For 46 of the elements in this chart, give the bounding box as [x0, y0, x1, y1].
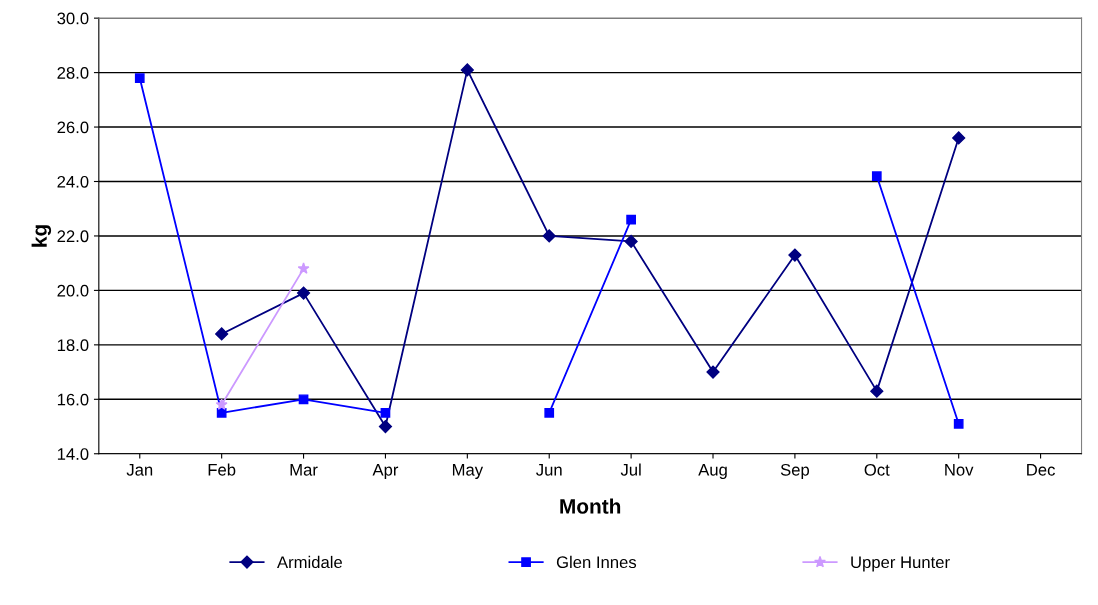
- point: [953, 418, 964, 429]
- x-tick-label: Sep: [780, 463, 810, 480]
- point: [542, 229, 556, 243]
- x-tick-label: Nov: [945, 464, 974, 476]
- y-tick-label: 16.0: [57, 393, 89, 406]
- x-tick-label: Jul: [620, 463, 641, 476]
- x-tick-label: Dec: [1027, 464, 1055, 476]
- x-tick-label: Aug: [698, 464, 727, 480]
- y-tick-label: 30.0: [57, 12, 89, 25]
- point: [706, 365, 720, 379]
- point: [380, 408, 391, 418]
- y-tick-label: 24.0: [57, 175, 89, 188]
- y-axis-title: kg: [31, 225, 52, 247]
- point: [952, 131, 966, 145]
- point: [788, 248, 802, 262]
- x-tick-label: Oct: [864, 463, 890, 476]
- point: [624, 234, 638, 248]
- legend-label: Armidale: [277, 555, 342, 569]
- legend-label: Glen Innes: [556, 555, 637, 569]
- point: [544, 408, 555, 418]
- y-tick-label: 14.0: [57, 448, 89, 460]
- point: [378, 419, 393, 434]
- point: [215, 398, 228, 410]
- point: [215, 327, 229, 341]
- y-tick-label: 22.0: [57, 230, 89, 243]
- point: [460, 63, 474, 77]
- point: [216, 408, 227, 418]
- point: [871, 171, 882, 181]
- x-tick-label: Jan: [126, 464, 153, 476]
- x-axis-title: Month: [560, 498, 621, 514]
- x-tick-label: Mar: [290, 464, 318, 476]
- y-tick-label: 18.0: [57, 339, 89, 352]
- y-tick-label: 28.0: [57, 67, 89, 79]
- x-tick-label: Feb: [208, 463, 236, 476]
- y-tick-label: 26.0: [57, 121, 89, 134]
- point: [134, 73, 145, 83]
- x-tick-label: Apr: [372, 464, 399, 480]
- point: [296, 286, 311, 300]
- y-tick-label: 20.0: [57, 284, 89, 297]
- point: [297, 262, 310, 274]
- x-tick-label: Jun: [536, 464, 562, 476]
- point: [870, 384, 884, 398]
- point: [626, 214, 636, 225]
- x-tick-label: May: [452, 464, 484, 480]
- legend-label: Upper Hunter: [851, 556, 950, 572]
- point: [298, 394, 309, 405]
